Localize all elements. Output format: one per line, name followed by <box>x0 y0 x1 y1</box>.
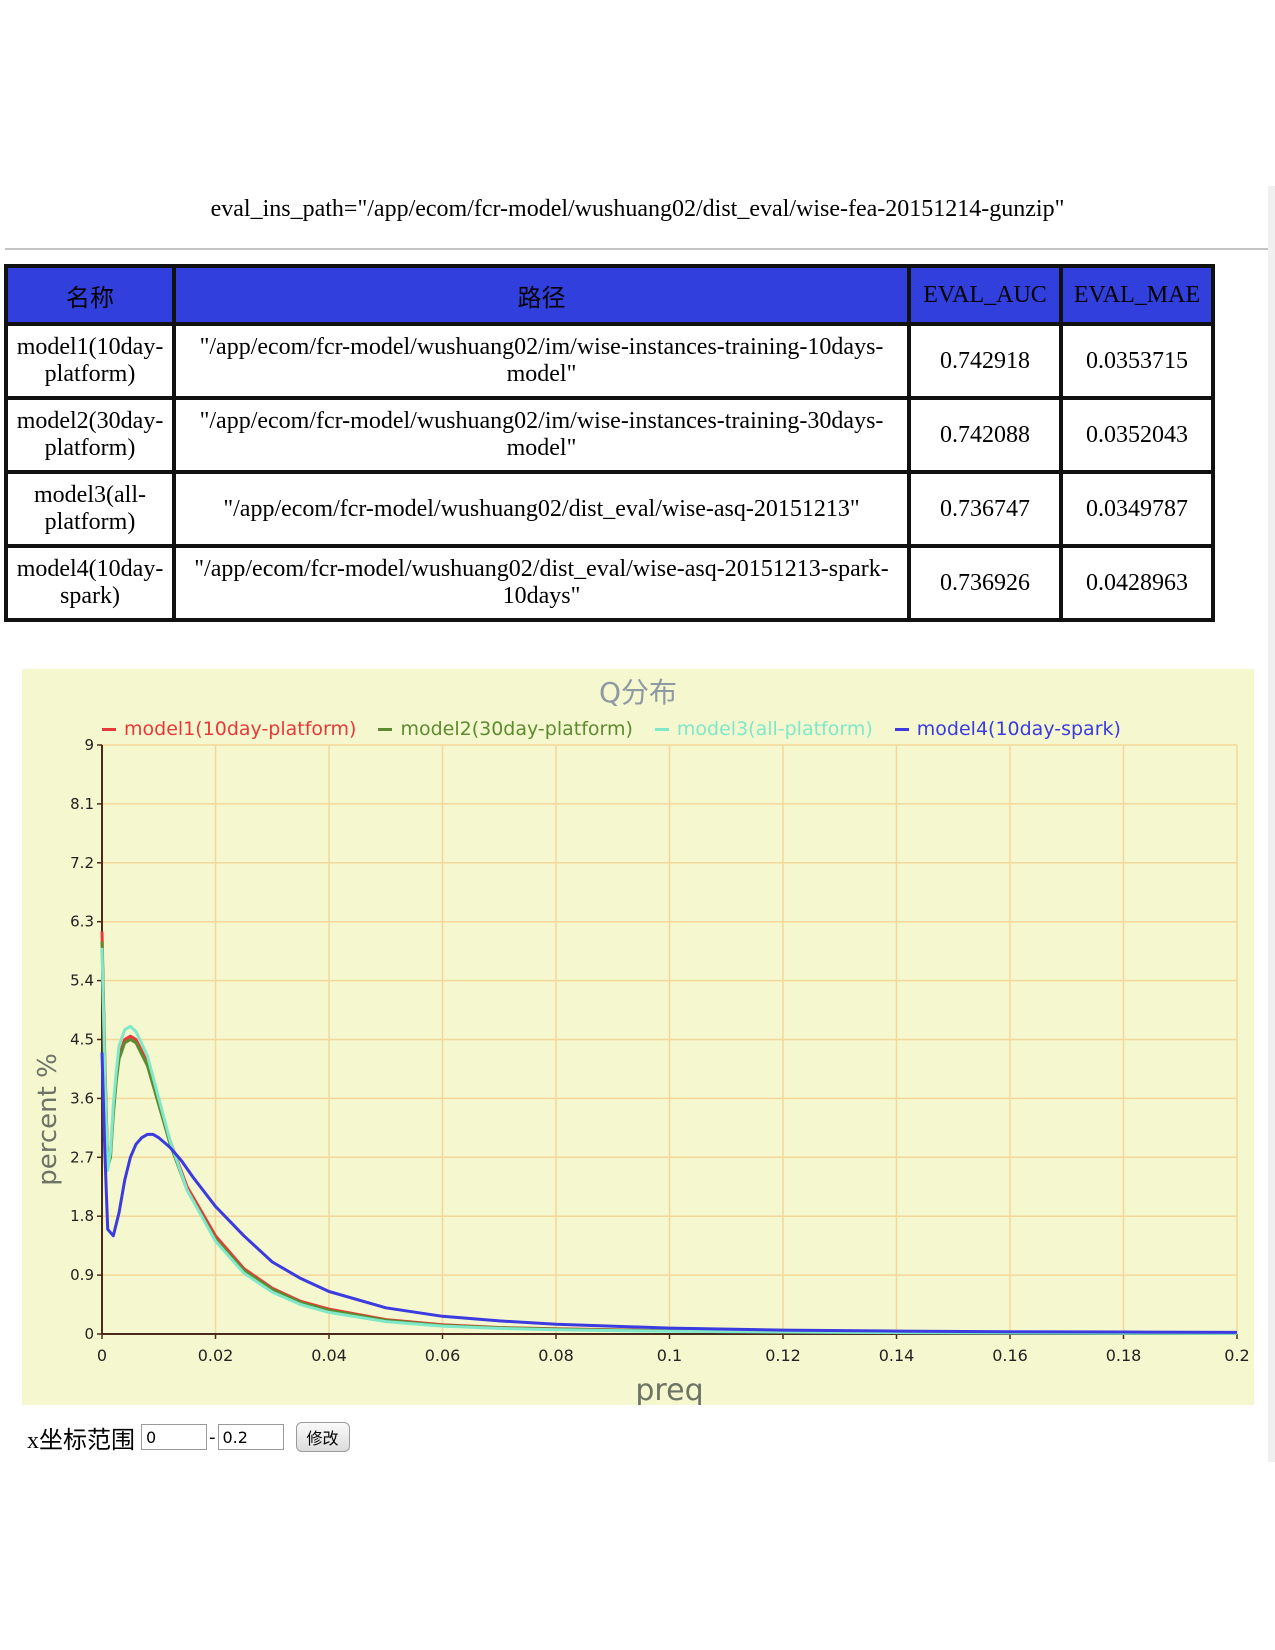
table-header-row: 名称 路径 EVAL_AUC EVAL_MAE <box>4 264 1215 326</box>
y-tick-label: 0 <box>84 1325 94 1343</box>
x-tick-label: 0.04 <box>311 1346 347 1365</box>
row-auc: 0.742088 <box>907 396 1063 474</box>
header-eval-auc: EVAL_AUC <box>907 264 1063 326</box>
legend-label: model2(30day-platform) <box>400 718 633 740</box>
legend-label: model4(10day-spark) <box>916 718 1121 740</box>
row-mae: 0.0428963 <box>1059 544 1215 622</box>
x-tick-label: 0.2 <box>1224 1346 1249 1365</box>
row-name: model3(all-platform) <box>4 470 176 548</box>
row-name: model2(30day-platform) <box>4 396 176 474</box>
legend-label: model3(all-platform) <box>676 718 873 740</box>
q-distribution-chart: 0 0.02 0.04 0.06 0.08 0.1 0.12 0.14 0.16 0.18 0.2 0… <box>33 736 1250 1405</box>
series-line-3 <box>100 947 1238 1335</box>
x-min-input[interactable] <box>141 1424 207 1450</box>
table-row: model4(10day-spark) "/app/ecom/fcr-model… <box>4 544 1215 622</box>
legend-swatch <box>654 727 669 731</box>
divider <box>5 248 1268 251</box>
row-path: "/app/ecom/fcr-model/wushuang02/im/wise-… <box>172 396 911 474</box>
x-tick-label: 0.12 <box>765 1346 801 1365</box>
x-tick-label: 0.06 <box>425 1346 461 1365</box>
table-row: model1(10day-platform) "/app/ecom/fcr-mo… <box>4 322 1215 400</box>
y-tick-label: 9 <box>84 736 94 754</box>
row-name: model4(10day-spark) <box>4 544 176 622</box>
range-separator: - <box>209 1426 216 1448</box>
table-row: model3(all-platform) "/app/ecom/fcr-mode… <box>4 470 1215 548</box>
legend-swatch <box>102 727 116 731</box>
chart-legend: model1(10day-platform) model2(30day-platf… <box>102 714 1121 744</box>
y-tick-label: 3.6 <box>70 1089 94 1107</box>
y-tick-label: 4.5 <box>70 1031 94 1049</box>
table-row: model2(30day-platform) "/app/ecom/fcr-mo… <box>4 396 1215 474</box>
row-path: "/app/ecom/fcr-model/wushuang02/im/wise-… <box>172 322 911 400</box>
header-name: 名称 <box>4 264 176 326</box>
legend-item[interactable]: model4(10day-spark) <box>894 714 1121 744</box>
chart-panel: 0 0.02 0.04 0.06 0.08 0.1 0.12 0.14 0.16 0.18 0.2 0… <box>22 669 1254 1405</box>
row-auc: 0.736747 <box>907 470 1063 548</box>
row-path: "/app/ecom/fcr-model/wushuang02/dist_eva… <box>172 544 911 622</box>
eval-ins-path: eval_ins_path="/app/ecom/fcr-model/wushu… <box>210 196 1065 222</box>
header-eval-mae: EVAL_MAE <box>1059 264 1215 326</box>
x-range-label: x坐标范围 <box>27 1427 135 1454</box>
y-tick-label: 7.2 <box>70 854 94 872</box>
x-tick-label: 0.08 <box>538 1346 574 1365</box>
row-mae: 0.0353715 <box>1059 322 1215 400</box>
x-axis-title: preq <box>635 1373 703 1405</box>
y-tick-label: 2.7 <box>70 1148 94 1166</box>
y-tick-label: 1.8 <box>70 1207 94 1225</box>
y-axis-title: percent % <box>33 1053 63 1186</box>
y-tick-label: 5.4 <box>70 972 94 990</box>
series-line-4 <box>100 1052 1238 1334</box>
x-tick-label: 0.1 <box>657 1346 682 1365</box>
x-max-input[interactable] <box>217 1424 284 1450</box>
legend-label: model1(10day-platform) <box>124 718 357 740</box>
modify-button[interactable]: 修改 <box>295 1422 350 1452</box>
row-auc: 0.736926 <box>907 544 1063 622</box>
x-range-controls: x坐标范围 - 修改 <box>27 1420 350 1454</box>
row-path: "/app/ecom/fcr-model/wushuang02/dist_eva… <box>172 470 911 548</box>
results-table: 名称 路径 EVAL_AUC EVAL_MAE model1(10day-pla… <box>4 264 1215 622</box>
x-tick-label: 0.16 <box>992 1346 1028 1365</box>
legend-swatch <box>894 727 909 731</box>
chart-title: Q分布 <box>598 676 678 709</box>
x-tick-label: 0.18 <box>1106 1346 1142 1365</box>
row-auc: 0.742918 <box>907 322 1063 400</box>
x-tick-label: 0 <box>97 1346 107 1365</box>
legend-item[interactable]: model1(10day-platform) <box>102 714 356 744</box>
x-tick-label: 0.14 <box>879 1346 915 1365</box>
row-name: model1(10day-platform) <box>4 322 176 400</box>
x-tick-label: 0.02 <box>198 1346 234 1365</box>
header-path: 路径 <box>172 264 911 326</box>
row-mae: 0.0352043 <box>1059 396 1215 474</box>
row-mae: 0.0349787 <box>1059 470 1215 548</box>
scrollbar-track[interactable] <box>1268 186 1275 1462</box>
legend-item[interactable]: model3(all-platform) <box>654 714 873 744</box>
y-tick-label: 6.3 <box>70 913 94 931</box>
legend-swatch <box>378 727 393 731</box>
y-tick-label: 8.1 <box>70 795 94 813</box>
y-tick-label: 0.9 <box>70 1266 94 1284</box>
legend-item[interactable]: model2(30day-platform) <box>378 714 633 744</box>
